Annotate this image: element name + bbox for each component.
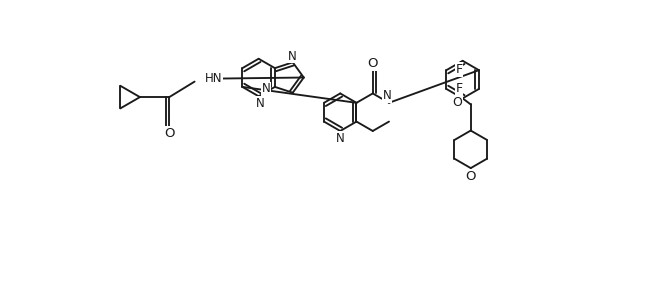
Text: F: F <box>455 82 462 95</box>
Text: O: O <box>367 57 378 70</box>
Text: O: O <box>466 170 476 183</box>
Text: F: F <box>455 63 462 76</box>
Text: HN: HN <box>205 72 222 85</box>
Text: N: N <box>382 89 392 102</box>
Text: O: O <box>453 96 462 109</box>
Text: N: N <box>336 132 344 145</box>
Text: N: N <box>256 97 264 110</box>
Text: N: N <box>262 82 270 95</box>
Text: N: N <box>289 50 297 63</box>
Text: O: O <box>164 126 174 140</box>
